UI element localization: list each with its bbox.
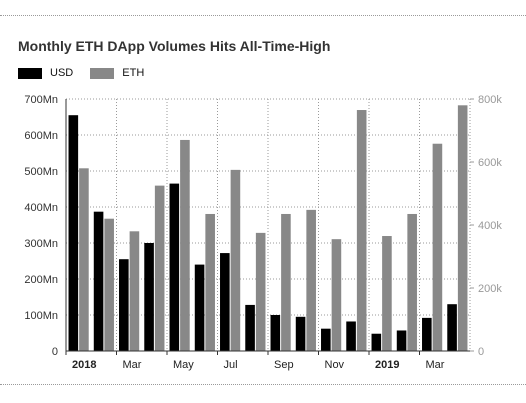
y-left-tick-label: 100Mn [24, 310, 58, 322]
bar-eth [407, 213, 417, 351]
x-tick-label: 2019 [375, 359, 399, 371]
bar-usd [245, 304, 255, 351]
y-right-tick-label: 200k [478, 283, 502, 295]
x-tick-label: Mar [123, 359, 142, 371]
bar-eth [154, 185, 165, 351]
bar-usd [295, 316, 306, 351]
bar-eth [129, 231, 140, 351]
legend-item-usd: USD [18, 67, 73, 79]
y-left-tick-label: 500Mn [24, 166, 58, 178]
bar-eth [79, 168, 89, 351]
y-right-tick-label: 0 [478, 346, 484, 358]
bar-usd [371, 333, 382, 351]
legend-swatch-usd [18, 67, 42, 79]
y-right-tick-label: 400k [478, 220, 502, 232]
bar-usd [194, 264, 205, 351]
chart-title: Monthly ETH DApp Volumes Hits All-Time-H… [18, 38, 331, 54]
bar-usd [220, 253, 230, 351]
bar-usd [144, 243, 154, 351]
bar-usd [422, 317, 432, 351]
y-left-tick-label: 700Mn [24, 94, 58, 106]
x-tick-label: Sep [274, 359, 294, 371]
y-left-tick-label: 600Mn [24, 130, 58, 142]
bar-eth [230, 169, 241, 351]
bar-usd [270, 315, 281, 351]
bar-usd [321, 328, 331, 351]
bar-eth [306, 209, 316, 351]
y-right-tick-label: 800k [478, 94, 502, 106]
bar-eth [331, 239, 342, 351]
legend-swatch-eth [90, 67, 115, 79]
bar-usd [68, 115, 79, 351]
bar-eth [104, 218, 114, 351]
x-tick-label: May [173, 359, 194, 371]
bar-usd [396, 330, 407, 351]
legend-label-eth: ETH [122, 67, 145, 79]
bar-eth [382, 236, 392, 351]
bar-eth [205, 213, 215, 351]
bottom-divider [0, 384, 526, 385]
legend-label-usd: USD [50, 67, 74, 79]
bar-eth [180, 139, 190, 351]
y-left-tick-label: 200Mn [24, 274, 58, 286]
bar-eth [281, 213, 291, 351]
x-tick-label: Nov [325, 359, 345, 371]
y-left-tick-label: 400Mn [24, 202, 58, 214]
bar-eth [432, 143, 443, 351]
bar-usd [119, 259, 129, 351]
bar-eth [255, 232, 266, 351]
bar-usd [346, 321, 356, 351]
y-left-tick-label: 0 [52, 346, 58, 358]
bar-usd [93, 211, 104, 351]
bar-eth [457, 105, 468, 351]
legend-item-eth: ETH [90, 67, 144, 79]
x-tick-label: Jul [224, 359, 238, 371]
bar-eth [356, 110, 367, 352]
y-left-tick-label: 300Mn [24, 238, 58, 250]
y-right-tick-label: 600k [478, 157, 502, 169]
x-tick-label: Mar [426, 359, 445, 371]
bar-usd [169, 183, 180, 351]
top-divider [0, 15, 526, 16]
legend: USD ETH [18, 67, 158, 82]
bar-usd [447, 304, 457, 351]
x-tick-label: 2018 [72, 359, 96, 371]
